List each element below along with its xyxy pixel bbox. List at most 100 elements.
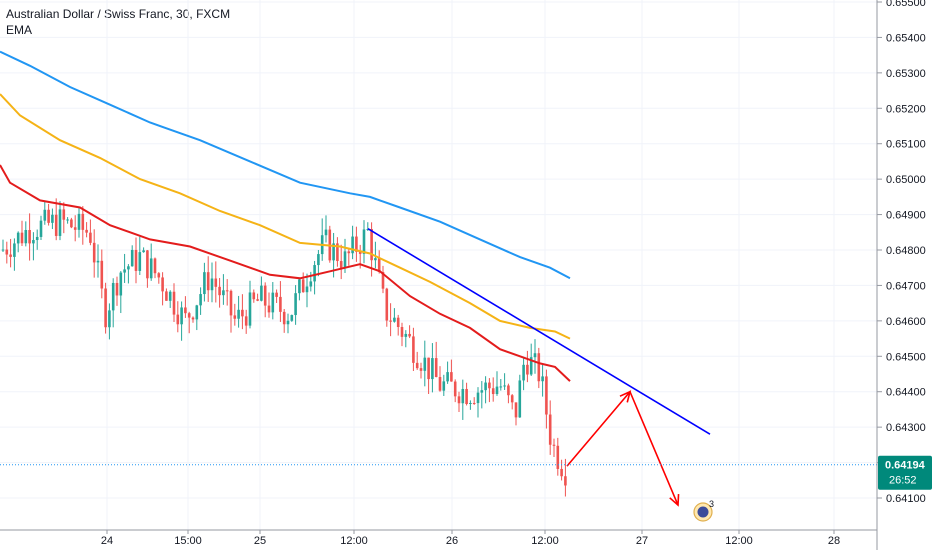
candle-body (461, 388, 465, 404)
grid-lines (0, 0, 877, 530)
candle-body (514, 402, 518, 418)
candle-body (127, 266, 130, 270)
candle-body (85, 229, 88, 233)
candle-body (446, 372, 449, 382)
candle-body (347, 251, 351, 254)
ema-lines (0, 50, 571, 382)
candle-body (480, 390, 484, 393)
candle-body (191, 317, 195, 320)
candle-body (537, 353, 541, 382)
candle-body (218, 286, 221, 296)
y-tick-label: 0.65000 (886, 174, 926, 186)
candle-body (317, 254, 320, 266)
candle-body (556, 445, 560, 469)
candle-body (404, 333, 408, 337)
candle-body (62, 209, 66, 220)
candle-body (89, 232, 92, 243)
candle-body (381, 272, 385, 289)
y-tick-label: 0.64400 (886, 387, 926, 399)
candle-body (313, 265, 316, 282)
candle-body (210, 278, 214, 291)
candle-body (187, 313, 191, 318)
candle-body (415, 362, 419, 369)
candle-body (499, 386, 503, 388)
candle-body (206, 272, 210, 291)
event-badge-count: 3 (709, 499, 714, 509)
candle-body (393, 317, 396, 322)
candle-body (32, 240, 35, 244)
candle-body (564, 476, 567, 486)
ema-line-ema_slow (0, 50, 571, 280)
candle-body (431, 358, 434, 380)
x-tick-label: 27 (636, 535, 648, 547)
candle-body (423, 357, 427, 371)
candle-body (450, 372, 453, 382)
x-tick-label: 24 (101, 535, 113, 547)
candle-body (24, 230, 28, 244)
candle-body (408, 333, 411, 337)
countdown-timer: 26:52 (889, 475, 917, 487)
candle-body (16, 232, 20, 244)
candle-body (51, 214, 54, 223)
candle-body (130, 249, 134, 267)
candle-body (522, 364, 525, 381)
y-tick-label: 0.65400 (886, 32, 926, 44)
candle-body (157, 273, 161, 278)
candle-body (294, 293, 297, 316)
candle-body (282, 311, 286, 325)
candle-body (412, 336, 415, 363)
candle-body (153, 258, 157, 274)
legend-indicator[interactable]: EMA (6, 23, 33, 37)
candle-body (73, 227, 77, 230)
candle-body (453, 381, 457, 397)
candle-body (203, 272, 206, 295)
candle-body (5, 249, 9, 255)
current-price-label-bg (878, 455, 932, 490)
candle-body (503, 385, 506, 387)
candle-body (510, 395, 514, 403)
candle-body (35, 236, 39, 241)
candle-body (442, 381, 446, 391)
candle-body (123, 269, 126, 273)
candle-body (199, 294, 202, 306)
candle-body (339, 261, 343, 269)
candle-body (184, 307, 187, 314)
candle-body (298, 279, 301, 294)
candle-body (43, 209, 47, 221)
y-tick-label: 0.64600 (886, 316, 926, 328)
x-tick-label: 12:00 (725, 535, 753, 547)
candle-body (47, 209, 50, 223)
candle-body (111, 282, 115, 311)
candle-body (237, 309, 240, 319)
candle-body (142, 250, 145, 253)
legend-title: Australian Dollar / Swiss Franc, 30, FXC… (6, 7, 231, 21)
candle-body (362, 229, 366, 254)
ema-line-ema_mid (0, 93, 571, 340)
x-tick-label: 28 (828, 535, 840, 547)
candle-body (552, 444, 556, 446)
candle-body (138, 252, 142, 271)
candle-body (168, 291, 172, 301)
candle-body (434, 358, 438, 378)
candle-body (301, 279, 305, 293)
y-tick-label: 0.64300 (886, 422, 926, 434)
y-tick-label: 0.64900 (886, 210, 926, 222)
event-flag-icon (697, 506, 709, 518)
candle-body (396, 317, 400, 328)
candle-body (9, 254, 12, 257)
candle-body (165, 291, 168, 301)
candle-body (488, 382, 491, 389)
candle-body (465, 388, 468, 405)
candle-body (351, 236, 354, 254)
candle-body (248, 292, 252, 326)
candle-body (176, 314, 180, 325)
candle-body (286, 320, 290, 325)
candle-body (275, 292, 278, 297)
x-tick-label: 12:00 (531, 535, 559, 547)
candle-body (81, 213, 85, 230)
candle-body (419, 368, 423, 371)
y-tick-label: 0.65500 (886, 0, 926, 9)
candle-body (507, 385, 510, 396)
candle-body (305, 286, 309, 293)
